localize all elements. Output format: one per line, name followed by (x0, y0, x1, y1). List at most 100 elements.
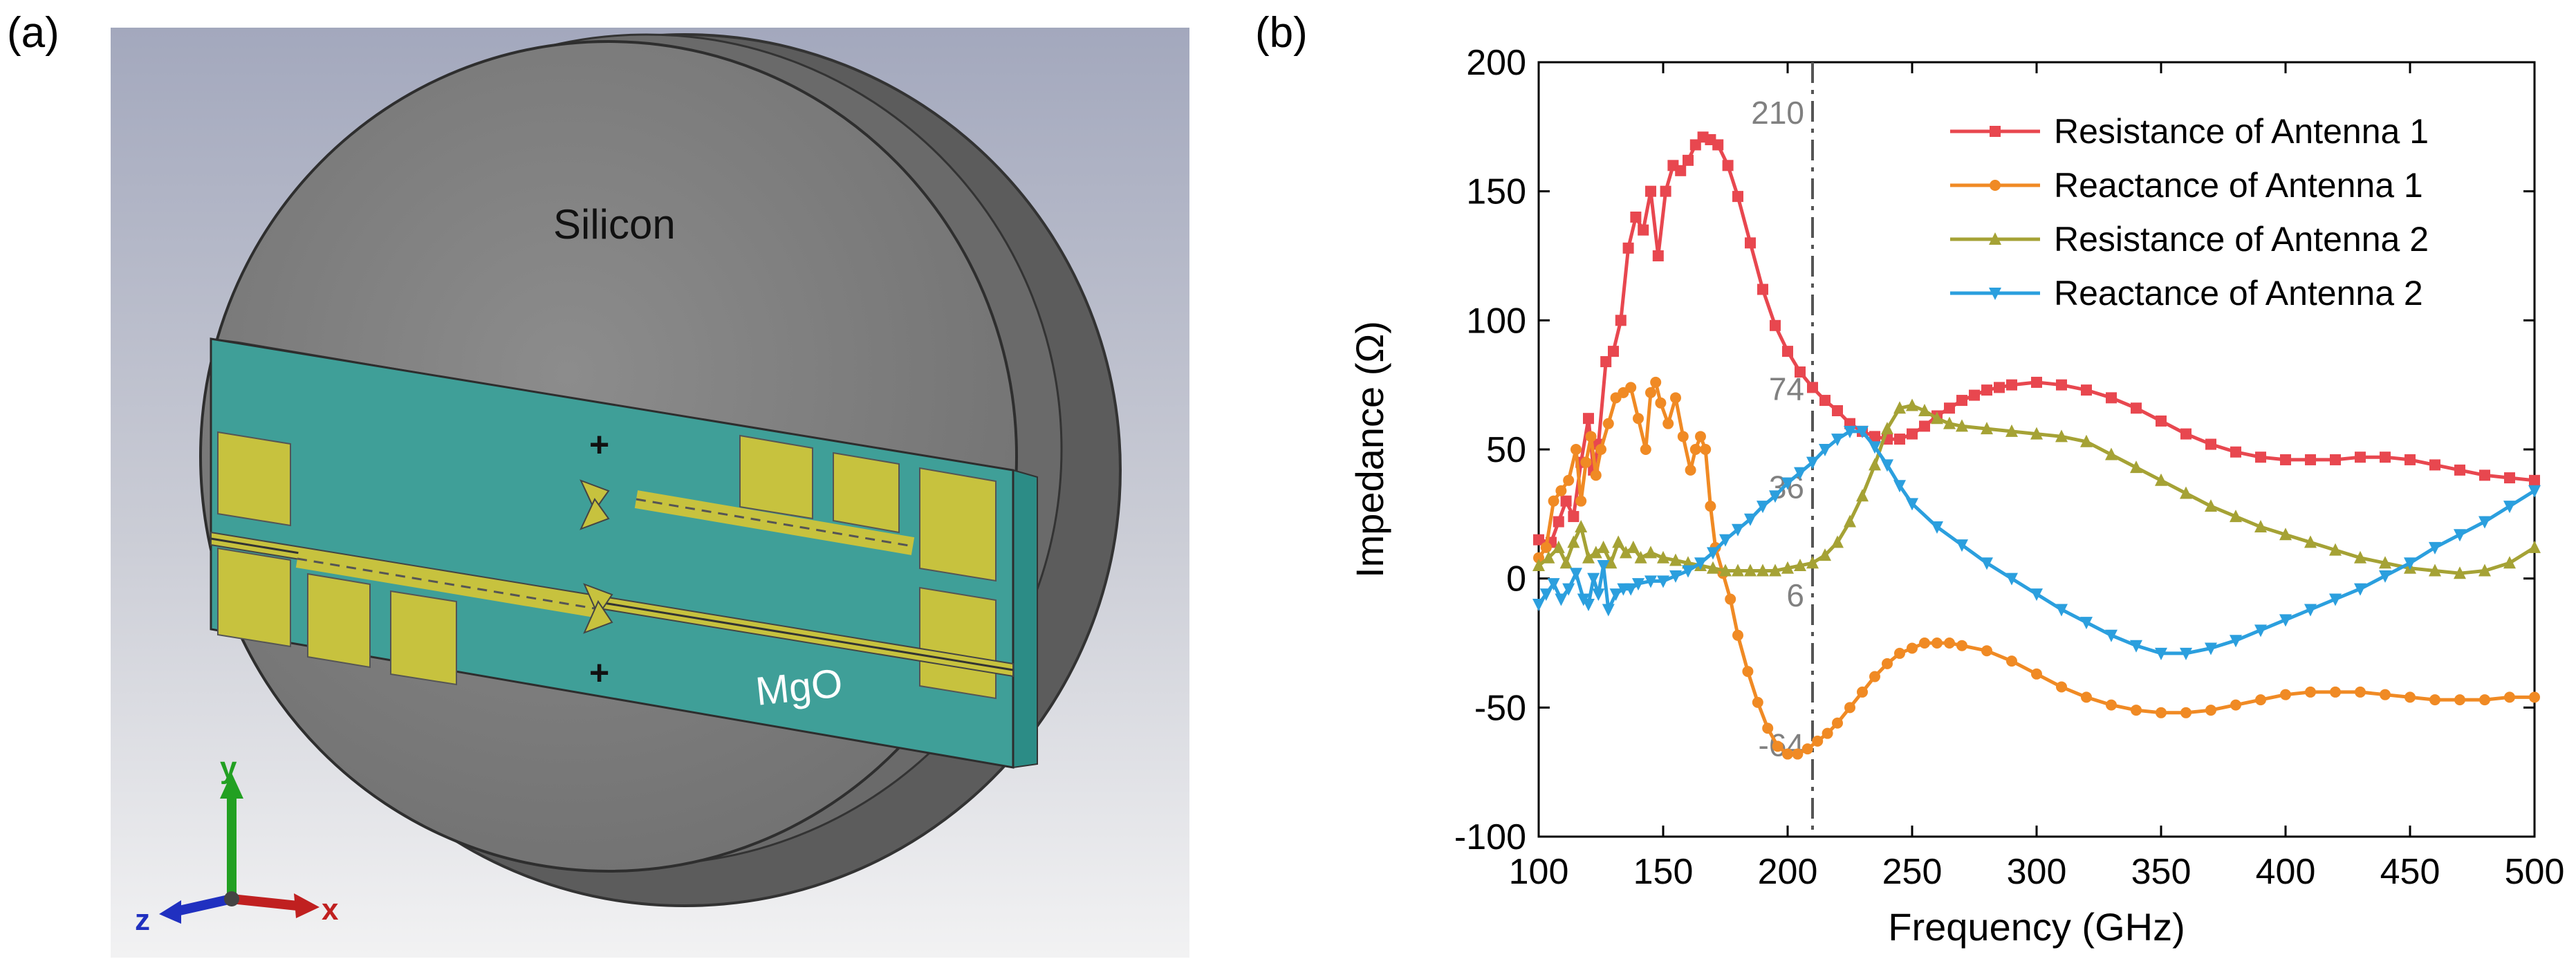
data-point (2304, 535, 2317, 548)
data-point (1856, 489, 1869, 502)
data-point (1560, 495, 1572, 507)
data-point (2130, 460, 2142, 474)
data-point (1931, 411, 1943, 425)
data-point (1981, 645, 1992, 657)
legend-label: Reactance of Antenna 1 (2054, 166, 2423, 205)
data-point (2330, 686, 2341, 698)
data-point (2255, 452, 2266, 463)
data-point (1822, 727, 1833, 739)
data-point (1944, 637, 1955, 649)
data-point (1597, 540, 1610, 553)
data-point (1742, 666, 1754, 678)
data-point (1615, 315, 1627, 326)
data-point (2528, 485, 2541, 498)
series-4 (1532, 425, 2541, 660)
data-point (2106, 392, 2117, 404)
data-point (2279, 614, 2292, 627)
x-tick-label: 200 (1758, 852, 1818, 892)
data-point (1752, 696, 1763, 708)
y-axis-title: Impedance (Ω) (1348, 321, 1391, 578)
x-tick-label: 400 (2256, 852, 2316, 892)
data-point (2504, 691, 2515, 703)
data-point (2404, 691, 2416, 703)
data-point (2355, 686, 2366, 698)
data-point (2404, 557, 2416, 570)
data-point (1819, 548, 1831, 561)
data-point (1585, 431, 1597, 443)
plus-bottom: + (589, 653, 609, 692)
data-point (1907, 642, 1918, 654)
data-point (2055, 604, 2068, 617)
data-point (1632, 578, 1644, 591)
data-point (1831, 535, 1844, 548)
data-point (1772, 741, 1783, 752)
data-point (1956, 419, 1968, 432)
data-point (1732, 191, 1743, 203)
data-point (1931, 521, 1943, 534)
series-2 (1533, 376, 2540, 760)
data-point (2305, 686, 2316, 698)
data-point (2156, 707, 2167, 718)
data-point (1685, 464, 1696, 476)
data-point (1801, 743, 1813, 755)
data-point (1652, 250, 1664, 261)
data-point (1625, 382, 1637, 393)
data-point (1548, 495, 1559, 507)
data-point (1919, 420, 1930, 432)
data-point (2230, 699, 2241, 711)
data-point (2304, 604, 2317, 617)
data-point (2180, 647, 2192, 660)
data-point (1881, 459, 1893, 472)
data-point (1719, 564, 1732, 577)
data-point (1719, 534, 1732, 547)
data-point (1634, 550, 1647, 564)
legend-marker (1990, 180, 2001, 191)
data-point (1869, 671, 1880, 682)
series-line (1538, 135, 2535, 544)
data-point (1944, 402, 1955, 414)
data-point (2130, 640, 2142, 653)
data-point (2279, 528, 2292, 541)
data-point (1562, 583, 1575, 596)
data-point (1682, 565, 1694, 578)
y-tick-label: 200 (1466, 43, 1526, 83)
data-point (2031, 376, 2042, 388)
data-point (2454, 464, 2465, 476)
data-point (2454, 529, 2466, 542)
data-point (2379, 570, 2391, 583)
data-point (1640, 444, 1651, 455)
data-point (1563, 474, 1575, 486)
data-point (1769, 490, 1781, 503)
data-point (1604, 556, 1618, 569)
data-point (1732, 629, 1743, 641)
data-point (1657, 575, 1669, 588)
data-point (2280, 454, 2291, 465)
data-point (1597, 560, 1610, 573)
data-point (2280, 689, 2291, 700)
data-point (2230, 446, 2241, 458)
data-point (1677, 431, 1689, 443)
legend-label: Resistance of Antenna 1 (2054, 112, 2429, 151)
data-point (2205, 642, 2217, 655)
data-point (2503, 556, 2516, 569)
data-point (1956, 539, 1968, 552)
data-point (1705, 501, 1716, 512)
data-point (1645, 387, 1656, 398)
data-point (2255, 694, 2266, 706)
axis-x-label: x (322, 893, 339, 927)
data-point (1994, 382, 2005, 393)
data-point (1795, 366, 1806, 378)
data-point (1622, 242, 1634, 254)
data-point (1683, 154, 1694, 166)
axis-triad (159, 773, 319, 924)
data-point (1882, 658, 1893, 669)
data-point (2131, 705, 2142, 716)
data-point (1732, 523, 1744, 537)
data-point (2354, 550, 2366, 564)
legend-label: Reactance of Antenna 2 (2054, 274, 2423, 313)
data-point (1831, 434, 1844, 447)
x-tick-label: 450 (2380, 852, 2440, 892)
data-point (1600, 356, 1612, 368)
data-point (2230, 510, 2242, 523)
data-point (1762, 723, 1774, 734)
